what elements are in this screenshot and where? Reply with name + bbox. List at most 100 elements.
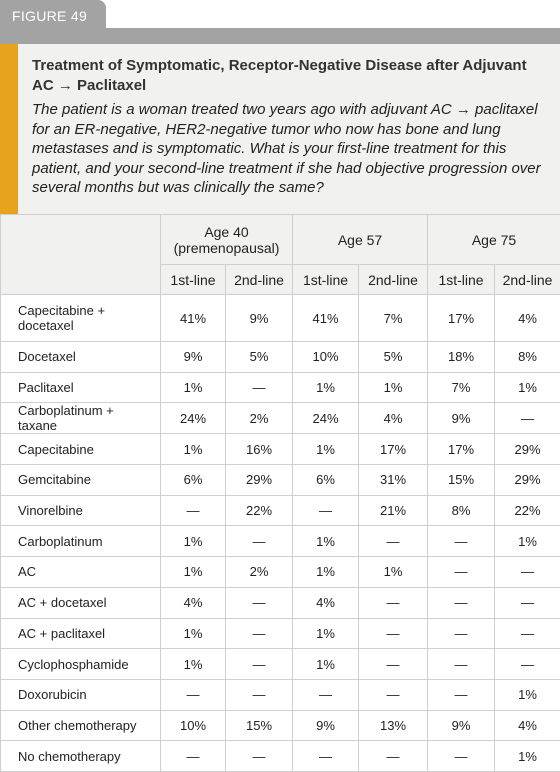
cell: 9% <box>428 710 495 741</box>
subheader: 2nd-line <box>359 265 428 295</box>
header-band <box>0 28 560 44</box>
figure-label: FIGURE 49 <box>0 0 106 30</box>
row-label: Vinorelbine <box>1 495 161 526</box>
row-label: Cyclophosphamide <box>1 649 161 680</box>
subheader: 1st-line <box>161 265 226 295</box>
row-label: Capecitabine + docetaxel <box>1 295 161 342</box>
row-label: AC <box>1 557 161 588</box>
cell: — <box>226 372 293 403</box>
subheader: 1st-line <box>428 265 495 295</box>
cell: 10% <box>293 342 359 373</box>
row-label: Gemcitabine <box>1 465 161 496</box>
cell: 8% <box>495 342 560 373</box>
cell: 24% <box>293 403 359 434</box>
cell: 1% <box>161 557 226 588</box>
cell: — <box>495 403 560 434</box>
cell: — <box>161 679 226 710</box>
row-label: AC + docetaxel <box>1 587 161 618</box>
row-label: Paclitaxel <box>1 372 161 403</box>
cell: — <box>226 587 293 618</box>
row-label: No chemotherapy <box>1 741 161 772</box>
row-label: Docetaxel <box>1 342 161 373</box>
cell: 1% <box>293 434 359 465</box>
cell: 1% <box>161 526 226 557</box>
cell: — <box>428 587 495 618</box>
cell: — <box>226 649 293 680</box>
cell: 4% <box>495 710 560 741</box>
cell: 1% <box>161 649 226 680</box>
cell: 5% <box>226 342 293 373</box>
cell: — <box>359 587 428 618</box>
cell: — <box>226 526 293 557</box>
title: Treatment of Symptomatic, Receptor-Negat… <box>32 56 547 96</box>
cell: — <box>428 679 495 710</box>
cell: — <box>428 741 495 772</box>
cell: — <box>161 495 226 526</box>
cell: 2% <box>226 557 293 588</box>
cell: 10% <box>161 710 226 741</box>
row-label: AC + paclitaxel <box>1 618 161 649</box>
accent-strip <box>0 44 18 214</box>
cell: — <box>359 618 428 649</box>
cell: 4% <box>293 587 359 618</box>
cell: — <box>226 679 293 710</box>
table-row: Doxorubicin—————1% <box>1 679 560 710</box>
cell: 9% <box>428 403 495 434</box>
cell: 4% <box>495 295 560 342</box>
cell: 1% <box>161 618 226 649</box>
cell: — <box>293 679 359 710</box>
cell: — <box>495 557 560 588</box>
cell: — <box>161 741 226 772</box>
cell: 7% <box>428 372 495 403</box>
cell: 21% <box>359 495 428 526</box>
cell: 2% <box>226 403 293 434</box>
row-label: Carboplatinum + taxane <box>1 403 161 434</box>
cell: 17% <box>428 295 495 342</box>
subheader: 1st-line <box>293 265 359 295</box>
cell: 29% <box>226 465 293 496</box>
cell: 15% <box>226 710 293 741</box>
cell: 17% <box>359 434 428 465</box>
cell: 29% <box>495 465 560 496</box>
cell: 5% <box>359 342 428 373</box>
group-header: Age 57 <box>293 215 428 265</box>
cell: 1% <box>495 526 560 557</box>
cell: — <box>359 649 428 680</box>
subheader: 2nd-line <box>226 265 293 295</box>
cell: — <box>495 649 560 680</box>
cell: — <box>495 618 560 649</box>
cell: 6% <box>293 465 359 496</box>
cell: 1% <box>293 526 359 557</box>
table-row: Vinorelbine—22%—21%8%22% <box>1 495 560 526</box>
header-box: Treatment of Symptomatic, Receptor-Negat… <box>0 44 560 214</box>
cell: — <box>359 679 428 710</box>
cell: 1% <box>293 557 359 588</box>
cell: 9% <box>161 342 226 373</box>
cell: — <box>428 649 495 680</box>
cell: 1% <box>293 649 359 680</box>
corner-cell <box>1 215 161 295</box>
cell: — <box>293 495 359 526</box>
cell: 15% <box>428 465 495 496</box>
cell: 1% <box>359 372 428 403</box>
group-header: Age 40 (premenopausal) <box>161 215 293 265</box>
cell: 1% <box>293 618 359 649</box>
cell: 41% <box>293 295 359 342</box>
cell: 22% <box>226 495 293 526</box>
cell: 41% <box>161 295 226 342</box>
cell: 18% <box>428 342 495 373</box>
cell: 16% <box>226 434 293 465</box>
cell: 13% <box>359 710 428 741</box>
cell: 17% <box>428 434 495 465</box>
cell: — <box>495 587 560 618</box>
